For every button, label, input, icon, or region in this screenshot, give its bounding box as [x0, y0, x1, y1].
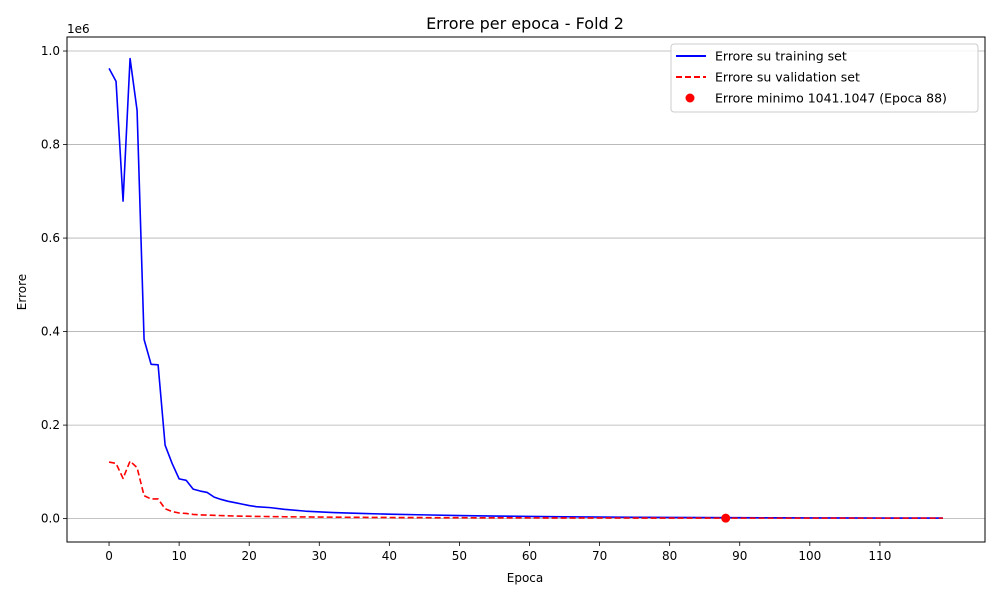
x-tick-label: 40: [382, 549, 397, 563]
x-tick-label: 0: [105, 549, 113, 563]
x-axis-ticks: 0 10 20 30 40 50 60 70 80 90 100 110: [105, 542, 891, 563]
x-tick-label: 70: [592, 549, 607, 563]
x-axis-title: Epoca: [507, 571, 544, 585]
plot-layer: [108, 57, 943, 523]
legend-swatch-minimum: [685, 93, 695, 103]
legend-label-validation: Errore su validation set: [715, 70, 860, 85]
y-tick-label: 0.8: [41, 138, 60, 152]
x-tick-label: 30: [312, 549, 327, 563]
y-tick-label: 0.2: [41, 418, 60, 432]
legend-frame: [670, 43, 979, 113]
x-tick-label: 60: [522, 549, 537, 563]
legend-label-minimum: Errore minimo 1041.1047 (Epoca 88): [715, 91, 947, 106]
x-tick-label: 20: [242, 549, 257, 563]
legend-label-training: Errore su training set: [715, 49, 847, 64]
y-axis-ticks: 0.0 0.2 0.4 0.6 0.8 1.0: [41, 44, 67, 526]
x-tick-label: 100: [798, 549, 821, 563]
x-tick-label: 110: [868, 549, 891, 563]
y-axis-title: Errore: [15, 274, 29, 310]
y-tick-label: 0.6: [41, 231, 60, 245]
plot-frame: [66, 36, 986, 543]
x-tick-label: 90: [732, 549, 747, 563]
legend: Errore su training set Errore su validat…: [670, 43, 979, 113]
y-tick-label: 0.4: [41, 325, 60, 339]
x-tick-label: 10: [171, 549, 186, 563]
y-offset-label: 1e6: [67, 22, 90, 36]
chart-title: Errore per epoca - Fold 2: [426, 14, 624, 33]
x-tick-label: 50: [452, 549, 467, 563]
x-tick-label: 80: [662, 549, 677, 563]
y-tick-label: 1.0: [41, 44, 60, 58]
series-line-errore-su-validation-set: [108, 460, 943, 519]
minimum-error-marker: [721, 513, 731, 523]
y-tick-label: 0.0: [41, 512, 60, 526]
